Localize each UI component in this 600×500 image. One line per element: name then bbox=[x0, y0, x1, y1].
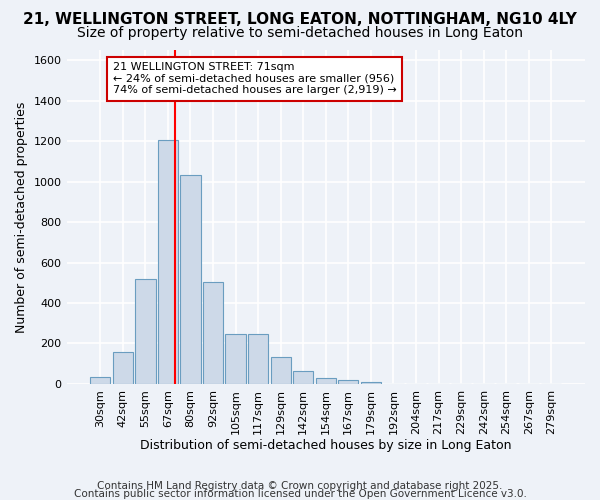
Bar bbox=[338, 380, 358, 384]
Text: Contains public sector information licensed under the Open Government Licence v3: Contains public sector information licen… bbox=[74, 489, 526, 499]
Bar bbox=[135, 278, 155, 384]
Text: 21 WELLINGTON STREET: 71sqm
← 24% of semi-detached houses are smaller (956)
74% : 21 WELLINGTON STREET: 71sqm ← 24% of sem… bbox=[113, 62, 397, 96]
Bar bbox=[293, 371, 313, 384]
Text: Size of property relative to semi-detached houses in Long Eaton: Size of property relative to semi-detach… bbox=[77, 26, 523, 40]
Bar bbox=[248, 334, 268, 384]
Bar bbox=[203, 282, 223, 384]
Bar bbox=[226, 334, 246, 384]
Text: 21, WELLINGTON STREET, LONG EATON, NOTTINGHAM, NG10 4LY: 21, WELLINGTON STREET, LONG EATON, NOTTI… bbox=[23, 12, 577, 28]
Text: Contains HM Land Registry data © Crown copyright and database right 2025.: Contains HM Land Registry data © Crown c… bbox=[97, 481, 503, 491]
Bar bbox=[316, 378, 336, 384]
Bar bbox=[181, 176, 200, 384]
X-axis label: Distribution of semi-detached houses by size in Long Eaton: Distribution of semi-detached houses by … bbox=[140, 440, 512, 452]
Bar bbox=[361, 382, 381, 384]
Bar bbox=[271, 356, 291, 384]
Bar bbox=[158, 140, 178, 384]
Y-axis label: Number of semi-detached properties: Number of semi-detached properties bbox=[15, 102, 28, 332]
Bar bbox=[113, 352, 133, 384]
Bar bbox=[90, 377, 110, 384]
